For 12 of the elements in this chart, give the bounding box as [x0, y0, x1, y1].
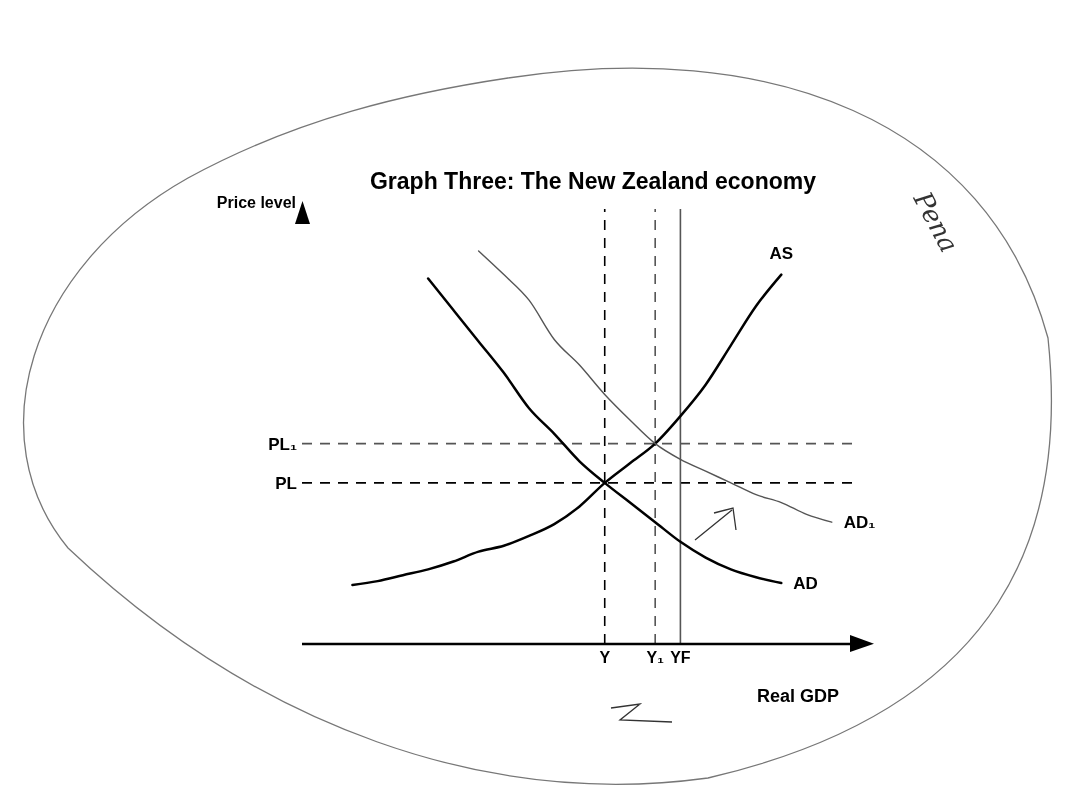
text: Pena	[907, 185, 965, 258]
series-label: AD₁	[843, 513, 876, 533]
x-axis-title: Real GDP	[756, 686, 840, 706]
chart-title: Graph Three: The New Zealand economy	[368, 168, 817, 195]
x-tick-label: Y₁	[646, 649, 665, 667]
ref-line-label: PL₁	[268, 434, 297, 454]
series-label: AS	[769, 243, 794, 263]
x-tick-label: Y	[599, 649, 611, 667]
x-tick-label: YF	[670, 649, 691, 667]
series-label: AD	[793, 574, 818, 594]
y-axis-title: Price level	[216, 194, 296, 211]
ref-line-label: PL	[275, 473, 297, 493]
